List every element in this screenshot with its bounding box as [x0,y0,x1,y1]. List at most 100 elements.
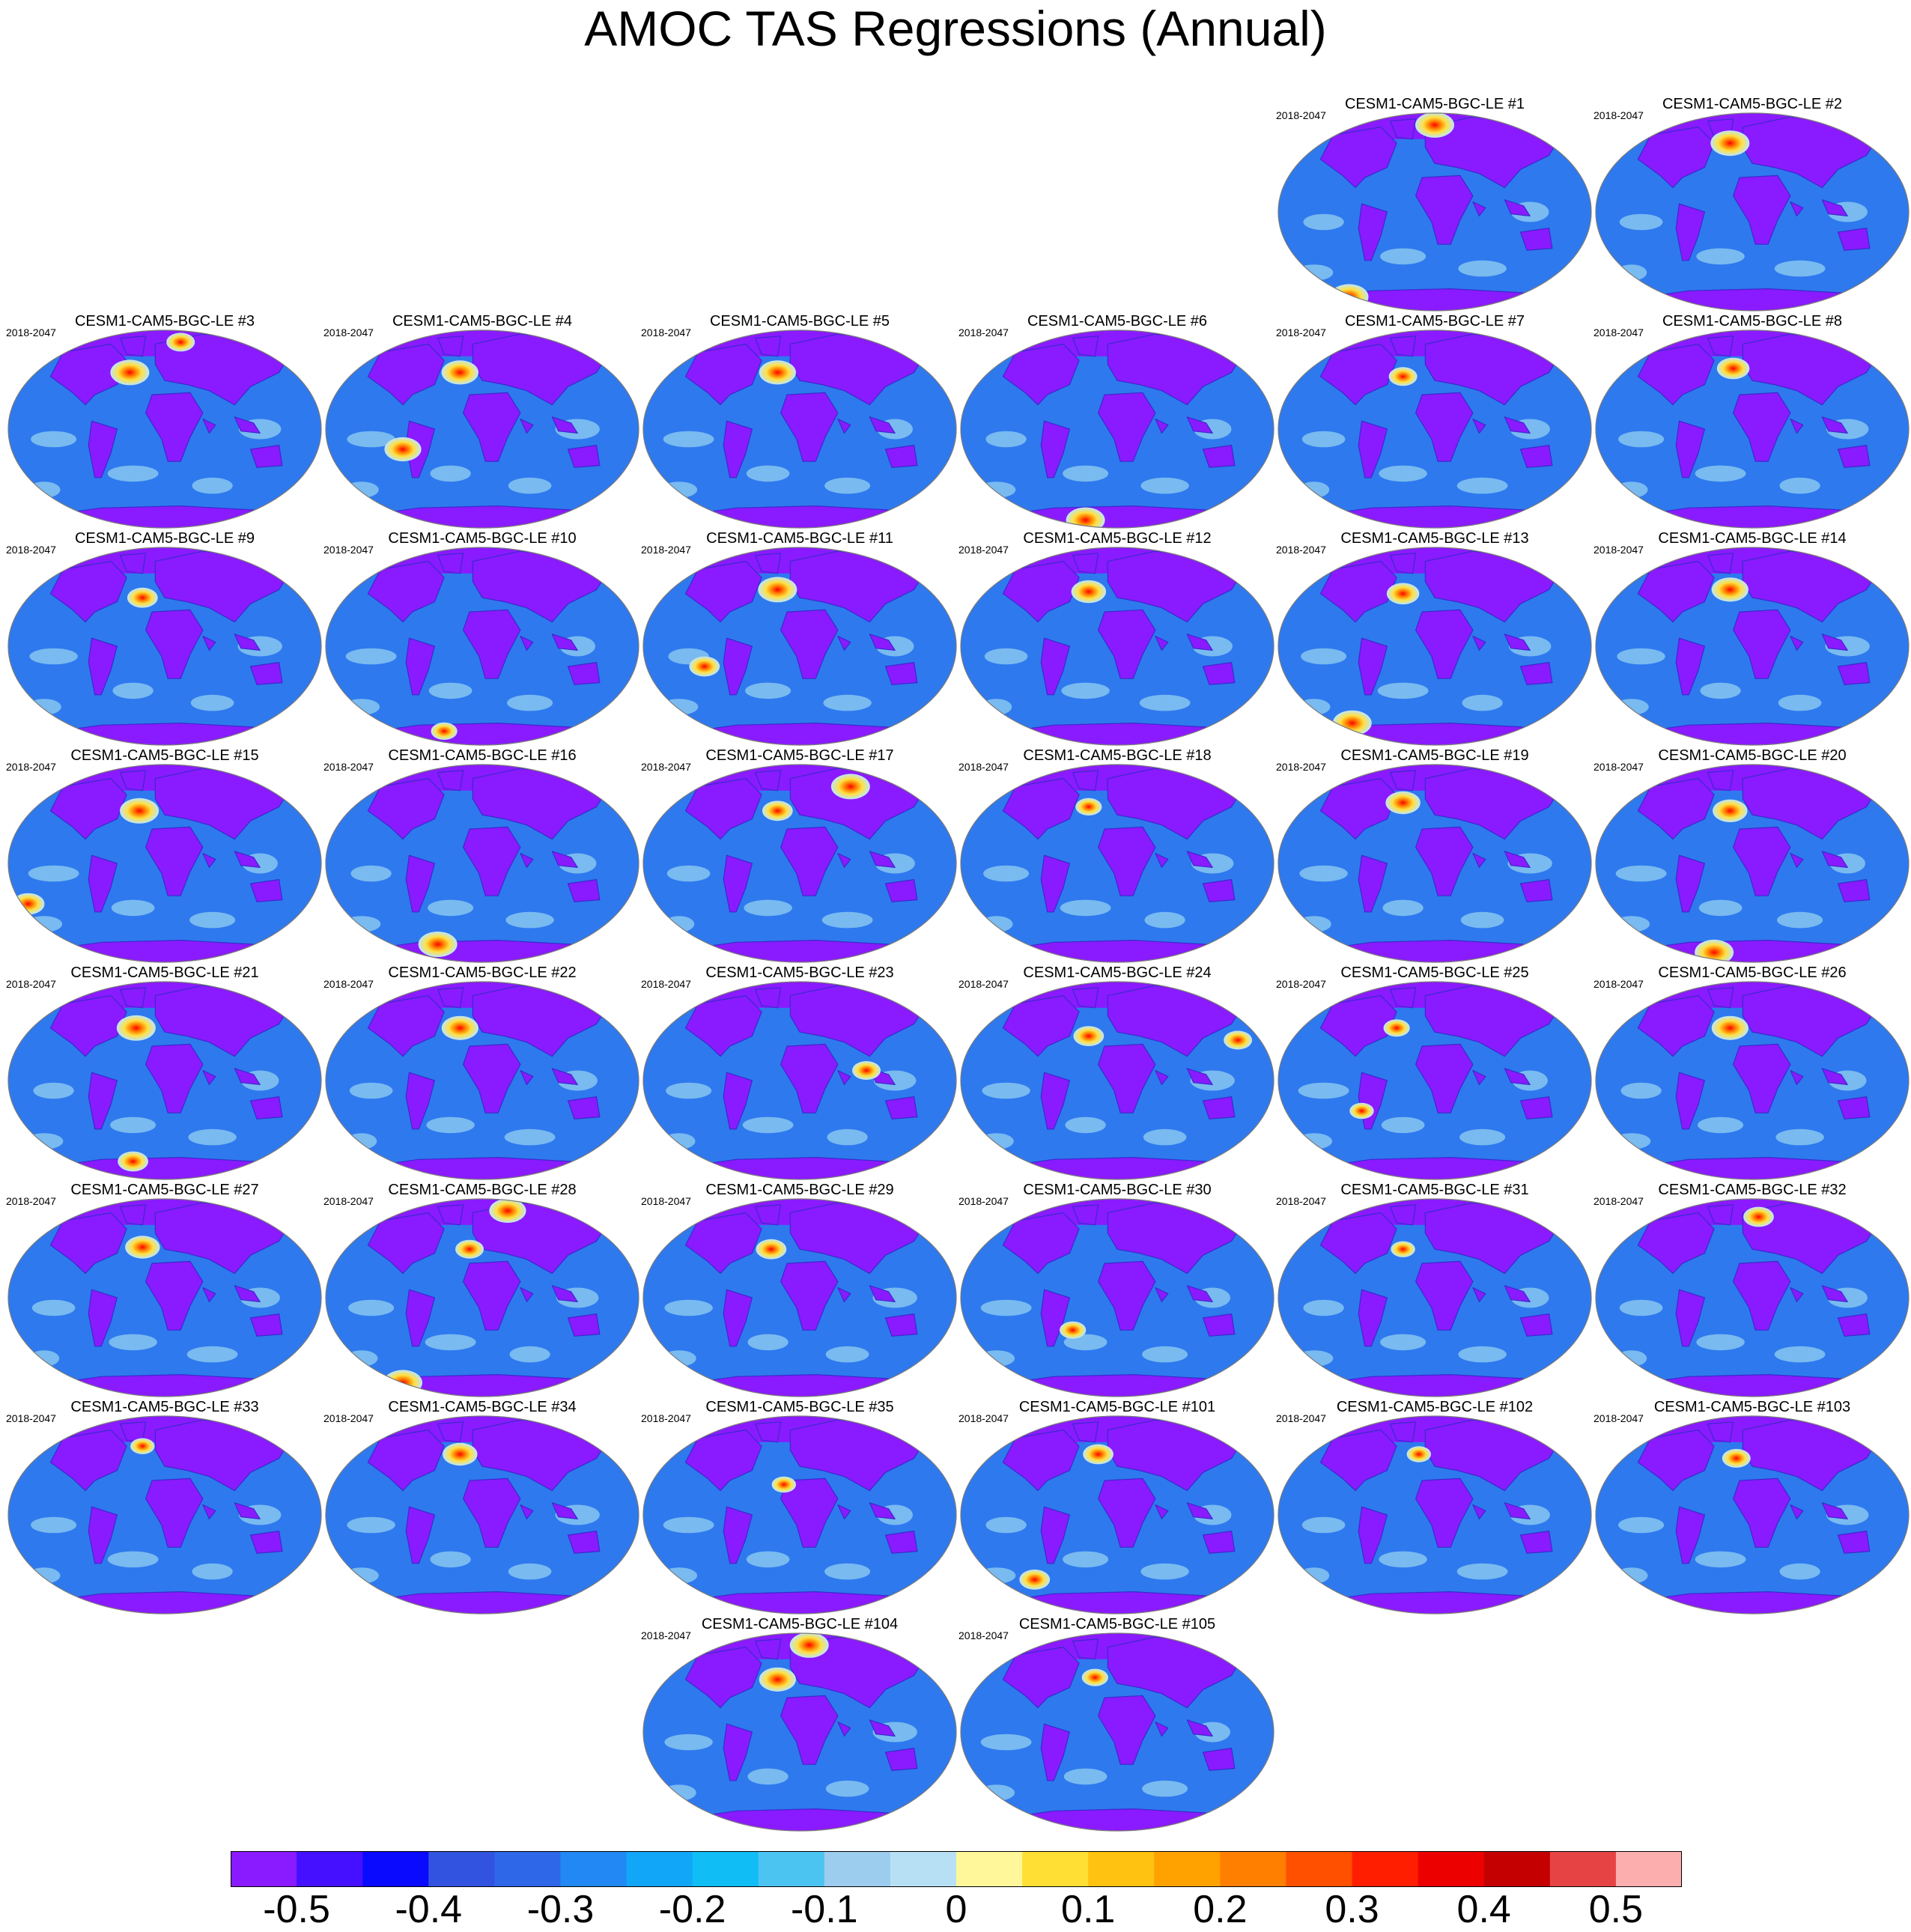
warm-anomaly [1383,1019,1410,1037]
colorbar-box [560,1851,628,1887]
land-region [249,879,283,902]
panel-title: CESM1-CAM5-BGC-LE #23 [705,965,894,981]
land-region [1098,1043,1156,1114]
colorbar-box [362,1851,429,1887]
land-region [463,609,521,679]
panel-period: 2018-2047 [641,1195,691,1207]
land-region [463,826,521,896]
land-region [1504,634,1531,651]
land-region [1319,1430,1397,1492]
world-map [960,1198,1274,1397]
panel-title: CESM1-CAM5-BGC-LE #8 [1662,313,1843,329]
land-region [1637,127,1715,189]
land-region [723,420,753,479]
land-region [1637,344,1715,406]
land-region [1733,609,1791,679]
world-map [960,981,1274,1180]
panel-title: CESM1-CAM5-BGC-LE #10 [388,530,577,547]
panel-period: 2018-2047 [1276,326,1326,338]
colorbar-box [1022,1851,1089,1887]
panel-period: 2018-2047 [6,1195,56,1207]
land-region [884,1096,918,1120]
panel-title: CESM1-CAM5-BGC-LE #4 [392,313,573,329]
world-map [960,329,1274,529]
land-region [567,1531,601,1554]
warm-anomaly [110,359,150,386]
land-region [437,1421,464,1443]
land-region [1472,1287,1486,1302]
world-map [1277,547,1592,746]
land-region [837,635,851,651]
map-panel: CESM1-CAM5-BGC-LE #3 2018-2047 [6,313,323,530]
colorbar-tick-label: 0.2 [1193,1888,1248,1931]
land-region [755,770,782,792]
panel-title: CESM1-CAM5-BGC-LE #28 [388,1182,577,1198]
panel-period: 2018-2047 [1276,761,1326,773]
land-region [1155,852,1169,868]
panel-period: 2018-2047 [323,1195,374,1207]
land-region [1072,770,1099,792]
land-region [1790,1069,1804,1085]
world-map [1595,764,1910,963]
panel-title: CESM1-CAM5-BGC-LE #31 [1340,1182,1529,1198]
warm-anomaly [384,437,422,462]
warm-anomaly [1073,1026,1105,1046]
land-region [1472,418,1486,434]
panel-period: 2018-2047 [323,1412,374,1424]
land-region [1186,1502,1213,1519]
colorbar-box [494,1851,562,1887]
world-map [7,1198,322,1397]
land-region [1837,1096,1871,1120]
colorbar-box [1220,1851,1287,1887]
land-region [1472,635,1486,651]
world-map [7,764,322,963]
map-panel: CESM1-CAM5-BGC-LE #104 2018-2047 [641,1616,958,1833]
land-region [1637,995,1715,1057]
panel-period: 2018-2047 [641,326,691,338]
panel-period: 2018-2047 [641,761,691,773]
land-region [723,854,753,913]
panel-period: 2018-2047 [641,1629,691,1641]
panel-period: 2018-2047 [641,1412,691,1424]
map-panel: CESM1-CAM5-BGC-LE #32 2018-2047 [1593,1182,1911,1399]
land-region [405,1072,435,1130]
land-region [1319,344,1397,406]
land-region [551,1502,578,1519]
panel-title: CESM1-CAM5-BGC-LE #16 [388,747,577,764]
world-map [1277,112,1592,312]
land-region [1733,1260,1791,1331]
world-map [1277,764,1592,963]
warm-anomaly [118,1151,149,1172]
warm-anomaly [1406,1446,1431,1462]
panel-title: CESM1-CAM5-BGC-LE #18 [1023,747,1212,764]
land-region [1707,987,1734,1009]
land-region [1002,1212,1080,1275]
land-region [1675,637,1705,696]
land-region [684,344,762,406]
land-region [1098,1695,1156,1765]
land-region [463,1260,521,1331]
land-region [405,854,435,913]
panel-period: 2018-2047 [6,544,56,556]
land-region [1821,1285,1848,1302]
land-region [437,770,464,792]
map-panel: CESM1-CAM5-BGC-LE #25 2018-2047 [1276,965,1593,1182]
land-region [684,1430,762,1492]
land-region [1202,879,1236,902]
land-region [249,1531,283,1554]
land-region [1675,1289,1705,1347]
map-panel: CESM1-CAM5-BGC-LE #10 2018-2047 [323,530,641,747]
panel-period: 2018-2047 [6,978,56,990]
map-panel: CESM1-CAM5-BGC-LE #17 2018-2047 [641,747,958,965]
world-map [1595,1198,1910,1397]
land-region [405,1506,435,1564]
land-region [1472,1069,1486,1085]
land-region [1358,1506,1388,1564]
land-region [1707,770,1734,792]
land-region [1733,392,1791,462]
world-map [7,329,322,529]
land-region [88,1506,118,1564]
land-region [1358,637,1388,696]
land-region [202,1069,216,1085]
warm-anomaly [418,932,458,957]
